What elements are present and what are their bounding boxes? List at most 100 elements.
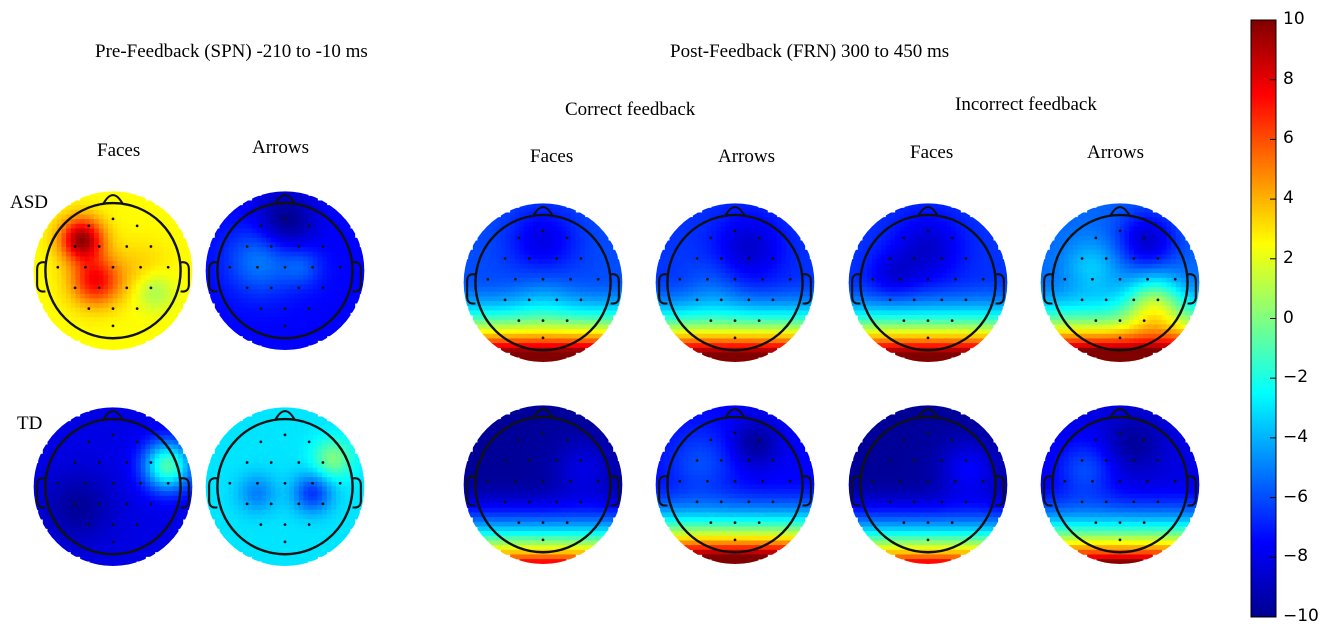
topomap-cell: [312, 261, 318, 267]
topomap-cell: [38, 284, 44, 290]
topomap-cell: [786, 226, 792, 232]
topomap-cell: [538, 310, 544, 316]
topomap-cell: [997, 263, 1003, 269]
topomap-cell: [270, 331, 276, 337]
ear-outline: [802, 273, 812, 305]
topomap-cell: [528, 273, 534, 279]
topomap-cell: [570, 305, 576, 311]
topomap-cell: [103, 326, 109, 332]
topomap-cell: [762, 249, 768, 255]
topomap-cell: [1054, 235, 1060, 241]
topomap-cell: [923, 226, 929, 232]
topomap-cell: [584, 240, 590, 246]
topomap-cell: [1077, 217, 1083, 223]
topomap-cell: [697, 235, 703, 241]
topomap-cell: [514, 221, 520, 227]
topomap-cell: [52, 214, 58, 220]
topomap-cell: [979, 249, 985, 255]
topomap-cell: [159, 331, 165, 337]
topomap-cell: [210, 247, 216, 253]
topomap-cell: [772, 315, 778, 321]
topomap-cell: [312, 256, 318, 262]
topomap-cell: [547, 231, 553, 237]
topomap-cell: [500, 263, 506, 269]
topomap-cell: [711, 324, 717, 330]
topomap-cell: [94, 331, 100, 337]
topomap-cell: [538, 259, 544, 265]
topomap-cell: [168, 307, 174, 313]
topomap-cell: [1068, 315, 1074, 321]
topomap-cell: [1077, 263, 1083, 269]
electrode-dot: [954, 277, 957, 281]
topomap-cell: [706, 333, 712, 339]
topomap-cell: [510, 301, 516, 307]
topomap-cell: [326, 214, 332, 220]
topomap-cell: [331, 228, 337, 234]
topomap-cell: [758, 305, 764, 311]
topomap-cell: [500, 231, 506, 237]
topomap-cell: [720, 357, 726, 362]
topomap-cell: [247, 256, 253, 262]
topomap-cell: [524, 254, 530, 260]
topomap-cell: [748, 240, 754, 246]
topomap-cell: [140, 237, 146, 243]
topomap-cell: [308, 261, 314, 267]
topomap-cell: [500, 315, 506, 321]
topomap-cell: [303, 345, 309, 350]
topomap-cell: [326, 326, 332, 332]
topomap-cell: [98, 279, 104, 285]
topomap-cell: [762, 324, 768, 330]
topomap-cell: [103, 265, 109, 271]
topomap-cell: [895, 277, 901, 283]
topomap-cell: [336, 261, 342, 267]
topomap-cell: [979, 282, 985, 288]
topomap-cell: [150, 275, 156, 281]
topomap-cell: [899, 305, 905, 311]
topomap-cell: [75, 247, 81, 253]
topomap-cell: [126, 303, 132, 309]
topomap-cell: [913, 315, 919, 321]
topomap-cell: [303, 228, 309, 234]
topomap-cell: [66, 307, 72, 313]
topomap-cell: [519, 357, 525, 362]
topomap-cell: [468, 268, 474, 274]
topomap-cell: [472, 319, 478, 325]
topomap-cell: [266, 223, 272, 229]
topomap-cell: [776, 240, 782, 246]
topomap-cell: [80, 228, 86, 234]
topomap-cell: [168, 284, 174, 290]
topomap-cell: [131, 242, 137, 248]
electrode-dot: [297, 286, 301, 290]
topomap-cell: [932, 296, 938, 302]
topomap-cell: [350, 293, 356, 299]
topomap-cell: [280, 303, 286, 309]
topomap-cell: [795, 291, 801, 297]
topomap-cell: [913, 207, 919, 213]
topomap-cell: [70, 298, 76, 304]
topomap-cell: [266, 293, 272, 299]
topomap-cell: [927, 245, 933, 251]
electrode-dot: [73, 286, 77, 290]
topomap-cell: [570, 212, 576, 218]
topomap-cell: [238, 261, 244, 267]
topomap-cell: [331, 205, 337, 211]
topomap-cell: [122, 293, 128, 299]
topomap-cell: [790, 291, 796, 297]
topomap-cell: [552, 240, 558, 246]
topomap-cell: [904, 301, 910, 307]
topomap-cell: [247, 219, 253, 225]
topomap-cell: [890, 277, 896, 283]
topomap-cell: [294, 289, 300, 295]
topomap-cell: [589, 338, 595, 344]
topomap-cell: [280, 205, 286, 211]
topomap-cell: [284, 261, 290, 267]
topomap-cell: [974, 235, 980, 241]
topomap-cell: [904, 235, 910, 241]
topomap-cell: [881, 315, 887, 321]
topomap-cell: [730, 287, 736, 293]
topomap-cell: [164, 237, 170, 243]
topomap-cell: [748, 319, 754, 325]
topomap-cell: [247, 223, 253, 229]
topomap-cell: [214, 303, 220, 309]
topomap-cell: [594, 268, 600, 274]
